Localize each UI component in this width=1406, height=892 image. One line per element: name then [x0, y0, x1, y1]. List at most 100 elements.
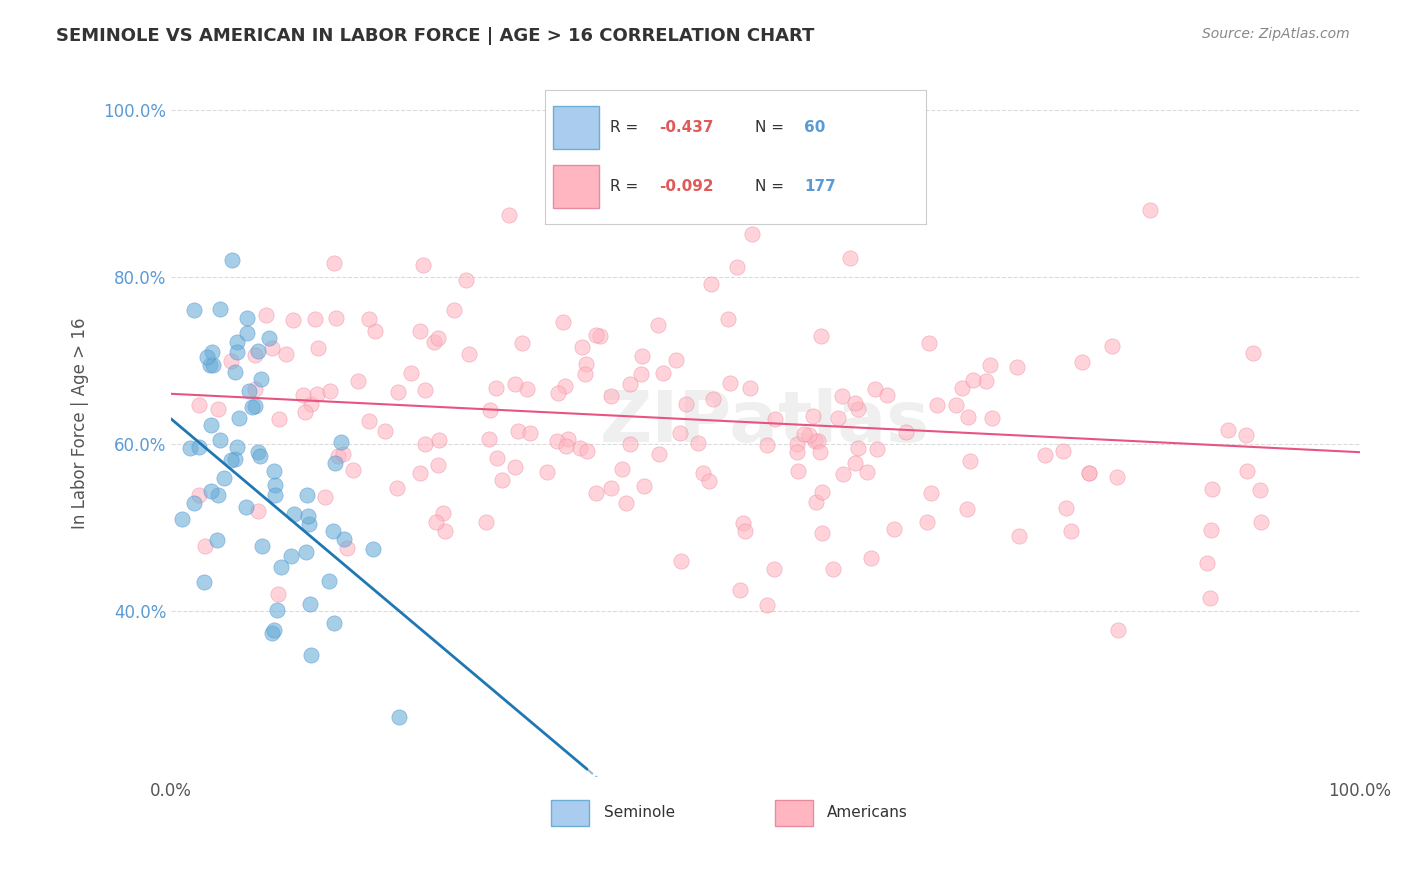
- Point: [738, 381, 761, 395]
- Point: [600, 481, 623, 495]
- Point: [831, 467, 853, 481]
- Point: [262, 341, 284, 355]
- Point: [728, 582, 751, 597]
- Point: [787, 464, 810, 478]
- Point: [432, 506, 454, 520]
- Point: [1052, 444, 1074, 458]
- Point: [806, 494, 828, 508]
- Point: [291, 387, 314, 401]
- Point: [264, 477, 287, 491]
- Point: [267, 412, 290, 426]
- Point: [347, 374, 370, 388]
- Point: [257, 331, 280, 345]
- Point: [299, 397, 322, 411]
- Point: [187, 440, 209, 454]
- Point: [734, 524, 756, 538]
- Point: [454, 273, 477, 287]
- Point: [633, 479, 655, 493]
- Point: [357, 414, 380, 428]
- Point: [240, 400, 263, 414]
- Point: [270, 560, 292, 574]
- Point: [547, 385, 569, 400]
- Point: [846, 402, 869, 417]
- Point: [575, 358, 598, 372]
- Point: [585, 485, 607, 500]
- Point: [630, 368, 652, 382]
- Point: [763, 412, 786, 426]
- Point: [516, 382, 538, 396]
- Point: [811, 484, 834, 499]
- Point: [322, 524, 344, 538]
- Point: [576, 443, 599, 458]
- Point: [1060, 524, 1083, 539]
- Point: [1107, 623, 1129, 637]
- Point: [1250, 516, 1272, 530]
- Point: [201, 345, 224, 359]
- Point: [221, 253, 243, 268]
- Point: [568, 441, 591, 455]
- Point: [283, 507, 305, 521]
- Point: [260, 626, 283, 640]
- Point: [619, 436, 641, 450]
- Point: [475, 516, 498, 530]
- Point: [827, 411, 849, 425]
- Point: [478, 432, 501, 446]
- Point: [959, 454, 981, 468]
- Point: [918, 336, 941, 351]
- Point: [883, 522, 905, 536]
- Point: [266, 603, 288, 617]
- Point: [741, 227, 763, 242]
- Point: [274, 347, 297, 361]
- Point: [342, 462, 364, 476]
- Point: [797, 427, 820, 442]
- Point: [187, 398, 209, 412]
- Point: [979, 358, 1001, 372]
- Point: [506, 424, 529, 438]
- Point: [267, 587, 290, 601]
- Point: [519, 426, 541, 441]
- Point: [263, 464, 285, 478]
- Point: [250, 372, 273, 386]
- Point: [318, 384, 340, 399]
- Point: [197, 350, 219, 364]
- Point: [1078, 466, 1101, 480]
- Point: [1007, 529, 1029, 543]
- Point: [920, 485, 942, 500]
- Y-axis label: In Labor Force | Age > 16: In Labor Force | Age > 16: [72, 318, 89, 529]
- Point: [664, 352, 686, 367]
- Point: [786, 437, 808, 451]
- Point: [294, 404, 316, 418]
- Point: [228, 411, 250, 425]
- Point: [793, 426, 815, 441]
- Point: [409, 467, 432, 481]
- Point: [846, 441, 869, 455]
- Point: [388, 709, 411, 723]
- Point: [281, 313, 304, 327]
- Point: [433, 524, 456, 538]
- Point: [183, 302, 205, 317]
- Point: [546, 434, 568, 448]
- Point: [307, 387, 329, 401]
- Point: [409, 324, 432, 338]
- Point: [510, 335, 533, 350]
- Point: [194, 539, 217, 553]
- Point: [246, 444, 269, 458]
- Point: [648, 447, 671, 461]
- Point: [299, 597, 322, 611]
- Point: [600, 389, 623, 403]
- Point: [235, 500, 257, 515]
- Point: [412, 258, 434, 272]
- Point: [225, 335, 247, 350]
- Point: [669, 554, 692, 568]
- Text: ZIPatlas: ZIPatlas: [600, 389, 931, 458]
- Point: [205, 533, 228, 548]
- Point: [1071, 355, 1094, 369]
- Point: [731, 516, 754, 530]
- Point: [1005, 360, 1028, 375]
- Point: [619, 377, 641, 392]
- Point: [692, 466, 714, 480]
- Point: [208, 301, 231, 316]
- Point: [1077, 466, 1099, 480]
- Point: [631, 349, 654, 363]
- Point: [221, 354, 243, 368]
